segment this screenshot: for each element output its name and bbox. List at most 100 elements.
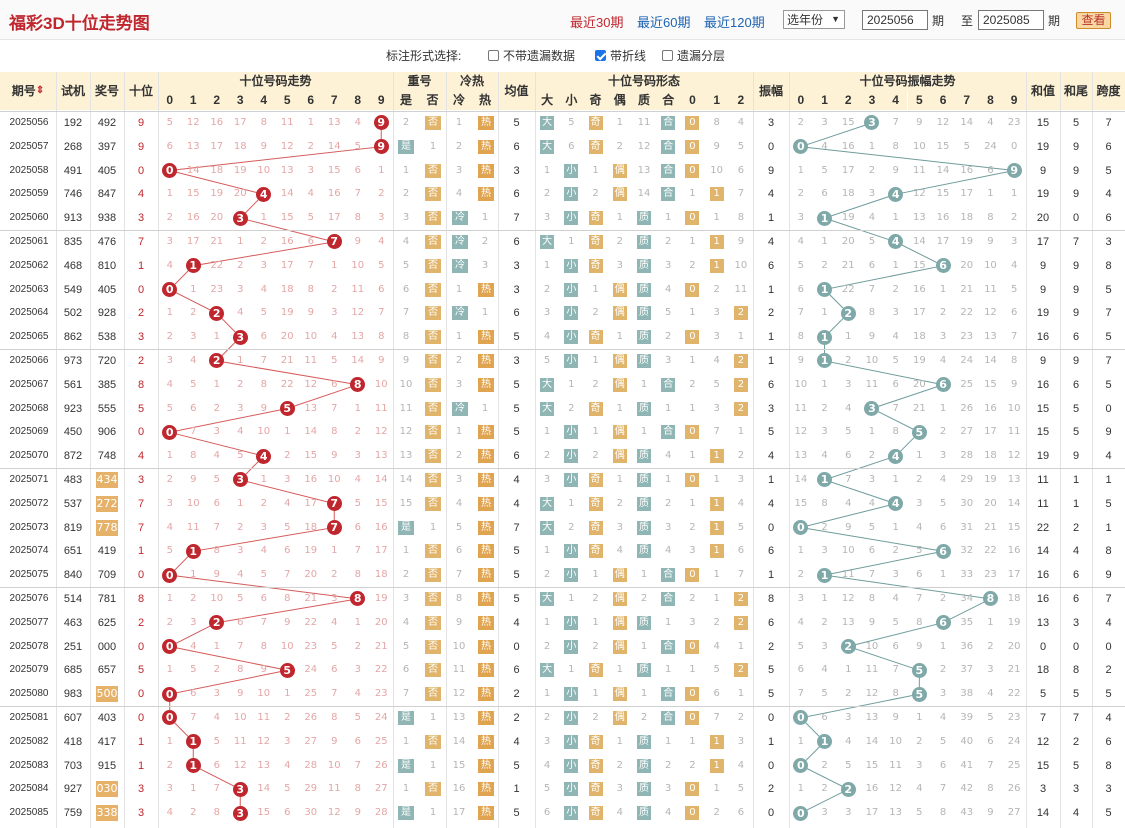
form-omission: 1 [543,616,551,628]
sort-icon[interactable]: ⇕ [35,85,45,96]
option-line[interactable]: 带折线 [595,47,646,64]
year-select[interactable]: 选年份 ▼ [783,10,845,29]
test-cell: 703 [63,759,83,772]
period-cell: 2025069 [9,426,49,438]
form-tag: 质 [637,663,651,678]
repeat-no-tag: 否 [425,115,441,130]
form-omission: 3 [713,331,720,343]
amp-omission: 8 [892,140,899,152]
repeat-no-tag: 否 [425,425,441,440]
avg-cell: 1 [513,783,520,796]
tens-cell: 0 [137,712,145,724]
span-cell: 8 [1105,545,1112,558]
amp-omission: 2 [821,783,828,795]
amp-ball: 2 [840,305,856,321]
repeat-no-omission: 1 [429,759,437,771]
sum-tail-cell: 5 [1072,688,1080,701]
amp-omission: 1 [868,140,876,152]
form-omission: 1 [640,378,648,390]
omission-value: 1 [166,450,173,462]
omission-value: 7 [190,426,197,438]
form-omission: 2 [713,616,720,628]
checkbox-icon[interactable] [488,50,499,61]
range-60-link[interactable]: 最近60期 [637,15,691,30]
repeat-yes-omission: 11 [399,402,413,414]
amp-omission: 19 [1007,616,1021,628]
form-omission: 2 [665,759,672,771]
test-cell: 746 [63,188,83,201]
amp-omission: 2 [845,688,852,700]
repeat-yes-omission: 2 [402,569,410,581]
form-tag: 大 [540,591,555,606]
test-cell: 514 [63,593,83,605]
test-cell: 927 [63,783,83,796]
omission-value: 4 [166,807,173,819]
omission-value: 3 [260,259,267,271]
form-omission: 2 [689,259,696,271]
form-omission: 7 [713,426,720,438]
omission-value: 4 [354,688,361,700]
form-omission: 12 [637,140,651,152]
option-layer[interactable]: 遗漏分层 [662,47,725,64]
amp-omission: 6 [821,188,828,200]
checkbox-checked-icon[interactable] [595,50,606,61]
amp-cell: 0 [767,521,775,534]
form-omission: 1 [568,497,575,509]
form-tag: 奇 [588,496,603,511]
form-tag: 小 [564,449,579,464]
omission-value: 12 [257,735,271,747]
form-omission: 2 [543,450,551,462]
form-omission: 2 [616,497,623,509]
sum-cell: 3 [1039,783,1047,796]
omission-value: 17 [327,212,341,224]
view-button[interactable]: 查看 [1076,12,1111,29]
omission-value: 15 [327,164,341,176]
repeat-no-tag: 否 [425,591,441,606]
form-omission: 1 [713,474,720,485]
header-form: 十位号码形态 [535,72,753,91]
avg-cell: 7 [513,521,520,534]
option-no-omission[interactable]: 不带遗漏数据 [488,47,575,64]
option-label: 不带遗漏数据 [503,49,576,63]
grid-line [158,72,159,828]
amp-omission: 27 [960,426,974,438]
to-period-input[interactable]: 2025085 [978,10,1044,30]
omission-value: 11 [374,402,388,414]
tens-cell: 4 [137,188,145,201]
form-omission: 2 [616,759,623,771]
amp-cell: 4 [767,450,775,463]
amp-omission: 4 [916,783,923,795]
range-120-link[interactable]: 最近120期 [704,15,765,30]
amp-omission: 23 [984,569,997,581]
amp-omission: 40 [960,735,974,747]
amp-omission: 5 [939,497,947,509]
amp-omission: 17 [841,164,855,176]
amp-omission: 2 [821,759,828,771]
cold-tag: 冷 [452,211,468,226]
tens-cell: 5 [137,664,145,677]
sum-tail-cell: 0 [1072,212,1080,225]
amp-omission: 16 [936,212,950,224]
omission-value: 4 [331,616,338,628]
span-cell: 6 [1105,140,1112,153]
omission-value: 3 [284,474,291,485]
omission-value: 14 [257,783,271,795]
omission-value: 13 [304,402,318,414]
mod3-tag: 2 [733,353,748,368]
from-period-input[interactable]: 2025056 [862,10,928,30]
amp-omission: 23 [960,331,974,343]
cold-omission: 3 [455,164,463,176]
amp-cell: 2 [767,640,775,653]
amp-ball: 0 [793,758,809,773]
checkbox-icon[interactable] [662,50,673,61]
hot-tag: 热 [478,710,494,725]
omission-value: 2 [190,307,197,319]
range-30-link[interactable]: 最近30期 [570,15,624,30]
omission-value: 5 [166,402,173,414]
span-cell: 5 [1105,688,1112,701]
omission-value: 11 [280,117,294,128]
trend-ball: 5 [279,662,295,678]
span-cell: 4 [1105,188,1112,201]
form-tag: 小 [564,687,579,702]
period-cell: 2025082 [9,735,49,747]
